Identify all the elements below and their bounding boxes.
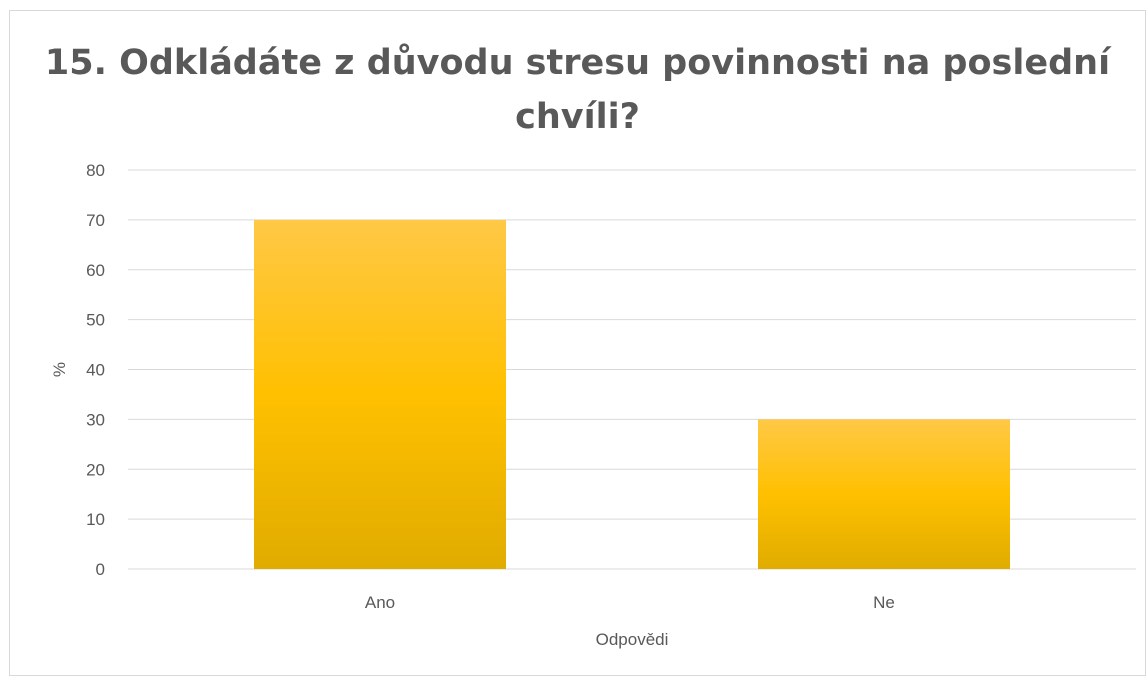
bars [254, 219, 1010, 569]
bar-ano [254, 219, 506, 569]
bar-ne [758, 419, 1010, 569]
y-tick-label: 30 [86, 410, 105, 429]
x-tick-label: Ano [365, 593, 395, 612]
y-tick-label: 70 [86, 211, 105, 230]
y-tick-label: 0 [96, 560, 105, 579]
y-tick-label: 50 [86, 311, 105, 330]
y-tick-label: 20 [86, 460, 105, 479]
y-tick-label: 60 [86, 261, 105, 280]
x-axis-title: Odpovědi [596, 630, 669, 649]
y-axis-tick-labels: 0 10 20 30 40 50 60 70 80 [86, 161, 105, 579]
x-tick-label: Ne [873, 593, 895, 612]
chart-title: 15. Odkládáte z důvodu stresu povinnosti… [44, 43, 1111, 137]
y-axis-title: % [50, 362, 69, 377]
y-tick-label: 10 [86, 510, 105, 529]
y-tick-label: 40 [86, 361, 105, 380]
x-axis-tick-labels: Ano Ne [365, 593, 895, 612]
y-tick-label: 80 [86, 161, 105, 180]
